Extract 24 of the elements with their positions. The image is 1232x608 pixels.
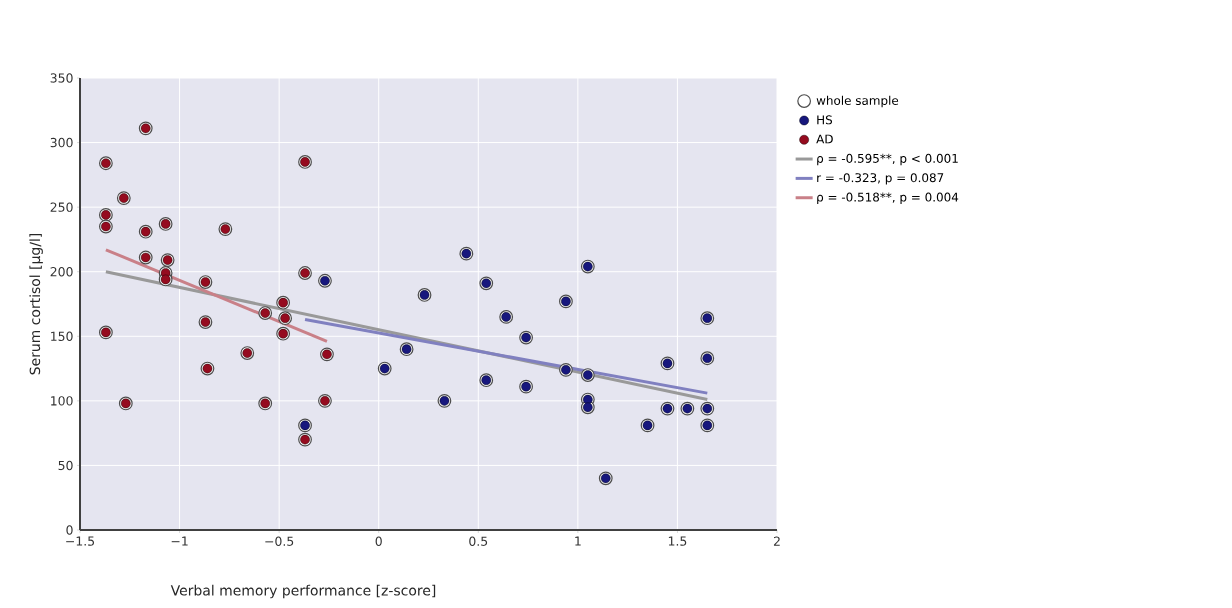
x-tick-label: −0.5 <box>265 536 294 546</box>
y-tick-label: 50 <box>58 460 73 471</box>
y-tick-label: 300 <box>50 137 73 148</box>
y-tick-label: 250 <box>50 202 73 212</box>
x-axis-title: Verbal memory performance [z-score] <box>170 584 436 599</box>
y-tick-label: 100 <box>51 396 73 406</box>
y-tick-label: 0 <box>66 525 73 535</box>
legend-label: whole sample <box>816 95 899 108</box>
legend-label: AD <box>816 134 833 144</box>
x-tick-label: 0.5 <box>469 536 488 546</box>
y-tick-label: 350 <box>50 73 73 83</box>
legend-label: ρ = -0.595**, p < 0.001 <box>817 153 958 166</box>
y-tick-label: 150 <box>51 331 73 341</box>
x-tick-label: −1 <box>171 536 188 546</box>
x-tick-label: 1.5 <box>668 536 687 546</box>
y-axis-title: Serum cortisol [μg/l] <box>29 233 43 375</box>
x-tick-label: −1.5 <box>66 536 95 546</box>
legend-label: ρ = -0.518**, p = 0.004 <box>817 192 959 204</box>
x-tick-label: 0 <box>375 536 382 546</box>
legend-label: r = -0.323, p = 0.087 <box>817 173 944 185</box>
x-tick-label: 2 <box>773 536 780 546</box>
x-tick-label: 1 <box>575 536 581 546</box>
y-tick-label: 200 <box>50 267 73 277</box>
legend-label: HS <box>817 115 833 125</box>
